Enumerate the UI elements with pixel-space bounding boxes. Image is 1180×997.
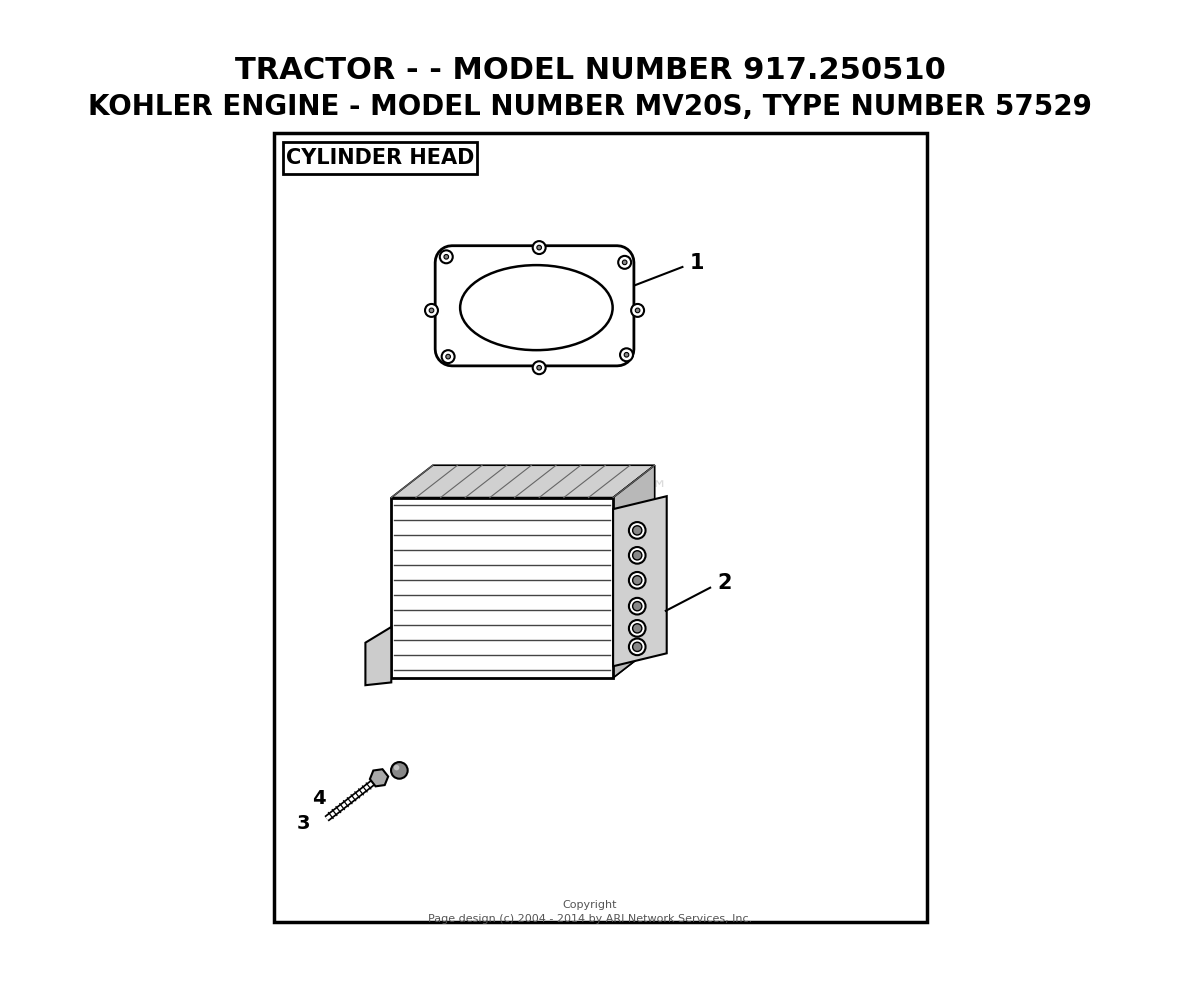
Bar: [274, 133, 927, 922]
Text: KOHLER ENGINE - MODEL NUMBER MV20S, TYPE NUMBER 57529: KOHLER ENGINE - MODEL NUMBER MV20S, TYPE…: [88, 93, 1092, 121]
Text: CYLINDER HEAD: CYLINDER HEAD: [286, 148, 474, 167]
Polygon shape: [614, 497, 667, 666]
Circle shape: [620, 348, 632, 361]
Text: 1: 1: [690, 253, 704, 273]
Circle shape: [537, 366, 542, 370]
Circle shape: [632, 525, 642, 535]
Circle shape: [632, 601, 642, 611]
Text: 2: 2: [717, 573, 732, 593]
Polygon shape: [369, 770, 388, 787]
Circle shape: [394, 765, 399, 771]
Circle shape: [632, 575, 642, 585]
Polygon shape: [392, 645, 655, 678]
Circle shape: [629, 522, 645, 538]
Circle shape: [425, 304, 438, 317]
Circle shape: [632, 624, 642, 633]
Polygon shape: [392, 466, 655, 498]
Circle shape: [631, 304, 644, 317]
Circle shape: [532, 241, 545, 254]
Circle shape: [440, 250, 453, 263]
Circle shape: [629, 572, 645, 588]
Circle shape: [441, 350, 454, 363]
Polygon shape: [392, 498, 614, 678]
Circle shape: [537, 245, 542, 250]
Polygon shape: [435, 245, 634, 366]
Circle shape: [632, 550, 642, 560]
Circle shape: [618, 256, 631, 269]
Text: 3: 3: [296, 814, 310, 832]
Polygon shape: [366, 627, 392, 685]
Circle shape: [632, 642, 642, 651]
Circle shape: [629, 547, 645, 563]
Ellipse shape: [460, 265, 612, 350]
Circle shape: [635, 308, 640, 313]
Text: Page design (c) 2004 - 2014 by ARI Network Services, Inc.: Page design (c) 2004 - 2014 by ARI Netwo…: [428, 913, 752, 923]
Circle shape: [391, 762, 407, 779]
Circle shape: [629, 598, 645, 614]
Circle shape: [430, 308, 434, 313]
Bar: [283, 143, 477, 173]
Circle shape: [446, 354, 451, 359]
Circle shape: [629, 638, 645, 655]
Text: ARI PartStream™: ARI PartStream™: [465, 479, 669, 502]
Text: TRACTOR - - MODEL NUMBER 917.250510: TRACTOR - - MODEL NUMBER 917.250510: [235, 56, 945, 85]
Text: Copyright: Copyright: [563, 899, 617, 909]
Polygon shape: [614, 466, 655, 678]
Circle shape: [622, 260, 627, 264]
Circle shape: [444, 254, 448, 259]
Circle shape: [624, 353, 629, 357]
Text: 4: 4: [313, 789, 326, 808]
Circle shape: [629, 620, 645, 637]
Circle shape: [532, 361, 545, 374]
